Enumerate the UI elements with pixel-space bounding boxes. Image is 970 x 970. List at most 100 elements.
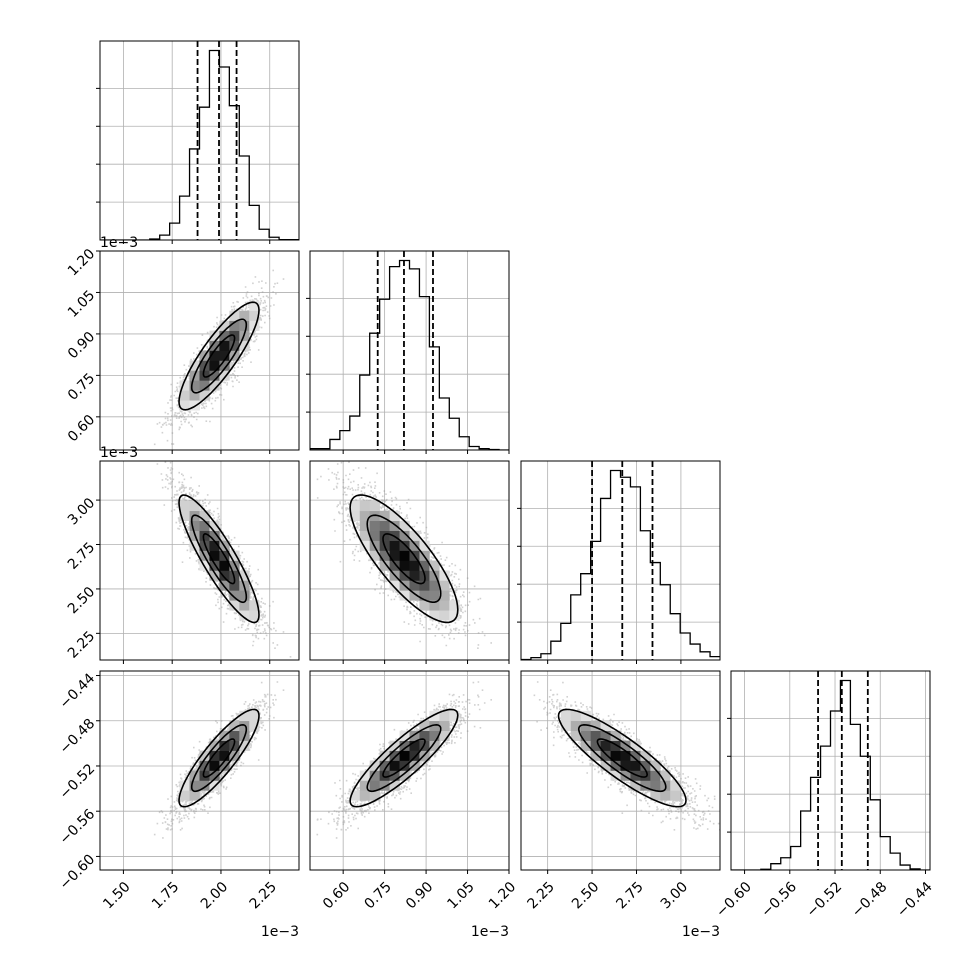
density-cell [229, 600, 240, 611]
x-tick-label: −0.56 [758, 879, 800, 921]
density-cell [249, 300, 260, 311]
density-cell [600, 720, 611, 731]
density-cell [359, 540, 370, 551]
density-cell [560, 720, 572, 731]
density-cell [379, 520, 390, 531]
density-cell [179, 780, 190, 791]
density-cell [610, 760, 621, 771]
marginal-panel-1 [306, 250, 510, 454]
density-cell [199, 360, 210, 371]
density-cell [219, 370, 230, 381]
density-cell [389, 760, 400, 771]
density-cell [219, 360, 230, 371]
density-cell [229, 320, 240, 331]
density-cell [379, 760, 390, 771]
histogram-step [521, 469, 720, 660]
x-tick-label: 1.05 [444, 879, 477, 912]
density-cell [630, 750, 641, 761]
density-cell [209, 360, 220, 371]
density-cell [219, 750, 230, 761]
density-cell [620, 770, 631, 781]
density-cell [449, 600, 460, 611]
histogram-step [731, 679, 930, 870]
x-tick-label: −0.48 [849, 879, 891, 921]
density-cell [359, 770, 370, 781]
density-cell [620, 740, 631, 751]
density-cell [359, 780, 370, 791]
density-cell [399, 740, 410, 751]
density-cell [189, 390, 200, 401]
density-cell [199, 380, 210, 391]
contour-line [202, 334, 236, 378]
density-cell [429, 610, 440, 621]
density-cell [610, 770, 621, 781]
density-cell [580, 740, 591, 751]
joint-panel-3-0 [96, 670, 300, 874]
density-cell [580, 720, 591, 731]
x-tick-label: 0.60 [320, 879, 353, 912]
density-cell [359, 510, 370, 521]
x-tick-label: 0.90 [403, 879, 436, 912]
density-cell [359, 520, 370, 531]
density-cell [209, 540, 220, 551]
density-cell [640, 780, 651, 791]
density-cell [179, 500, 190, 512]
density-cell [439, 730, 450, 741]
density-cell [219, 330, 230, 341]
density-cell [409, 570, 420, 581]
density-cell [399, 770, 410, 781]
density-cell [209, 750, 220, 761]
histogram-step [310, 259, 509, 450]
x-tick-label: 2.50 [569, 879, 602, 912]
x-tick-label: 2.25 [525, 879, 558, 912]
density-cell [389, 750, 400, 761]
density-cell [379, 770, 390, 781]
y-tick-label: 0.60 [65, 412, 98, 445]
density-cell [590, 740, 601, 751]
density-cell [189, 540, 200, 551]
density-cell [439, 570, 450, 581]
contour-line [577, 723, 667, 793]
density-cell [630, 740, 641, 751]
density-cell [199, 390, 210, 401]
y-tick-label: −0.60 [57, 851, 99, 893]
density-cell [640, 760, 651, 771]
density-cell [670, 780, 681, 791]
density-cell [229, 580, 240, 591]
density-cell [359, 790, 370, 801]
density-cell [620, 750, 631, 761]
density-cell [389, 580, 400, 591]
density-cell [379, 510, 390, 521]
contour-line [349, 494, 459, 624]
y-tick-label: 2.50 [65, 584, 98, 617]
density-cell [409, 580, 420, 591]
contour-line [178, 301, 260, 411]
density-cell [439, 610, 450, 621]
density-cell [600, 760, 611, 771]
density-cell [239, 740, 250, 751]
density-cell [389, 740, 400, 751]
x-tick-label: 3.00 [658, 879, 691, 912]
density-cell [419, 720, 430, 731]
contour-line [190, 514, 248, 604]
density-cell [409, 730, 420, 741]
density-cell [650, 760, 661, 771]
density-cell [409, 530, 420, 541]
density-cell [209, 560, 220, 571]
density-cell [369, 760, 380, 771]
density-cell [610, 730, 621, 741]
density-cell [620, 760, 631, 771]
density-cell [249, 320, 260, 331]
panel-frame [99, 40, 300, 241]
density-cell [239, 710, 250, 722]
x-tick-label: 2.00 [198, 879, 231, 912]
density-cell [229, 550, 240, 561]
density-cell [219, 340, 230, 351]
y-tick-label: 1.05 [65, 287, 98, 320]
density-cell [369, 550, 380, 561]
density-cell [379, 780, 390, 791]
density-cell [199, 750, 210, 761]
density-cell [590, 750, 601, 761]
density-cell [389, 550, 400, 561]
density-cell [429, 720, 440, 731]
